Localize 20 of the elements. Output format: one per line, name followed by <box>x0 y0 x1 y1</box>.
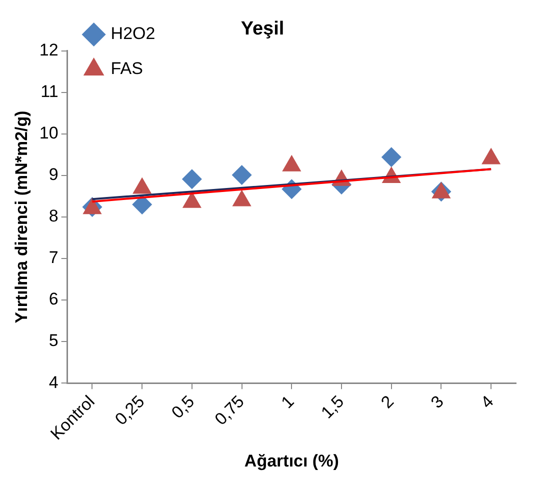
y-tick-label: 10 <box>39 124 58 143</box>
x-tick-label: 1 <box>278 392 298 412</box>
y-tick-label: 12 <box>39 40 58 60</box>
legend-label: H2O2 <box>110 24 156 44</box>
y-tick-label: 5 <box>48 331 58 350</box>
x-tick-label: 3 <box>427 392 448 412</box>
y-tick-label: 11 <box>40 82 58 102</box>
x-tick-label: 1,5 <box>318 392 348 422</box>
x-axis-title: Ağartıcı (%) <box>244 451 339 470</box>
chart-title: Yeşil <box>240 18 284 40</box>
x-tick-label: 0,5 <box>168 392 198 422</box>
y-axis-title: Yırtılma direnci (mN*m2/g) <box>12 110 31 324</box>
y-tick-label: 9 <box>48 165 58 184</box>
x-tick-label: 4 <box>477 392 498 412</box>
y-tick-label: 7 <box>48 248 58 268</box>
legend-label: FAS <box>110 59 143 78</box>
y-tick-label: 8 <box>48 206 58 226</box>
x-tick-label: 2 <box>377 392 398 412</box>
y-tick-label: 4 <box>48 372 58 392</box>
y-tick-label: 6 <box>48 290 58 309</box>
